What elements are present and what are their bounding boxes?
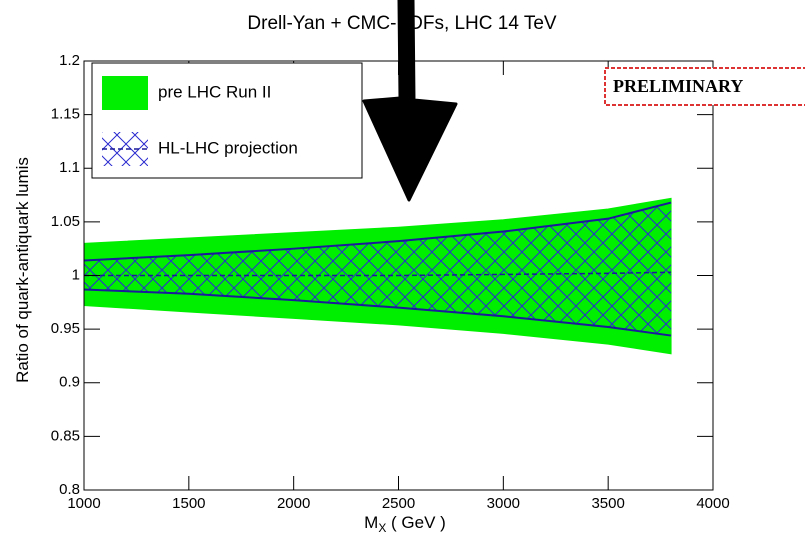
x-label-rest: ( GeV ) (386, 513, 446, 532)
band-edge (83, 201, 672, 262)
legend-swatch (102, 76, 148, 110)
x-tick-label: 2500 (382, 495, 415, 512)
y-tick-label: 0.85 (51, 427, 80, 444)
x-axis-label: MX ( GeV ) (364, 513, 446, 535)
y-tick-label: 1.1 (59, 159, 80, 176)
annotation-frame (604, 67, 805, 106)
y-tick-label: 1 (72, 266, 80, 283)
y-tick-label: 1.05 (51, 213, 80, 230)
arrow (362, 0, 458, 202)
central-line (84, 271, 672, 277)
annotation: PRELIMINARY (613, 76, 743, 96)
x-tick-label: 3000 (487, 495, 520, 512)
arrow-shape (362, 0, 458, 202)
y-tick-label: 0.8 (59, 481, 80, 498)
x-label-main: M (364, 513, 378, 532)
plot-area: 1000 1500 2000 2500 3000 3500 4000 0.8 0.85 0.9 0.… (51, 52, 730, 512)
y-tick-label: 1.2 (59, 52, 80, 69)
legend-label: HL-LHC projection (158, 138, 298, 157)
band-edge (83, 288, 672, 337)
x-tick-label: 4000 (696, 495, 729, 512)
y-axis-label: Ratio of quark-antiquark lumis (13, 157, 32, 383)
x-tick-label: 1500 (172, 495, 205, 512)
legend-label: pre LHC Run II (158, 82, 271, 101)
y-tick-label: 0.9 (59, 374, 80, 391)
x-tick-label: 3500 (591, 495, 624, 512)
y-tick-label: 0.95 (51, 320, 80, 337)
x-label-sub: X (378, 521, 386, 535)
legend-swatch (102, 132, 148, 166)
x-tick-label: 2000 (277, 495, 310, 512)
y-tick-label: 1.15 (51, 106, 80, 123)
x-tick-label: 1000 (67, 495, 100, 512)
legend: pre LHC Run II HL-LHC projection (91, 62, 363, 179)
annotation-box: PRELIMINARY (604, 67, 805, 106)
band (84, 202, 672, 336)
